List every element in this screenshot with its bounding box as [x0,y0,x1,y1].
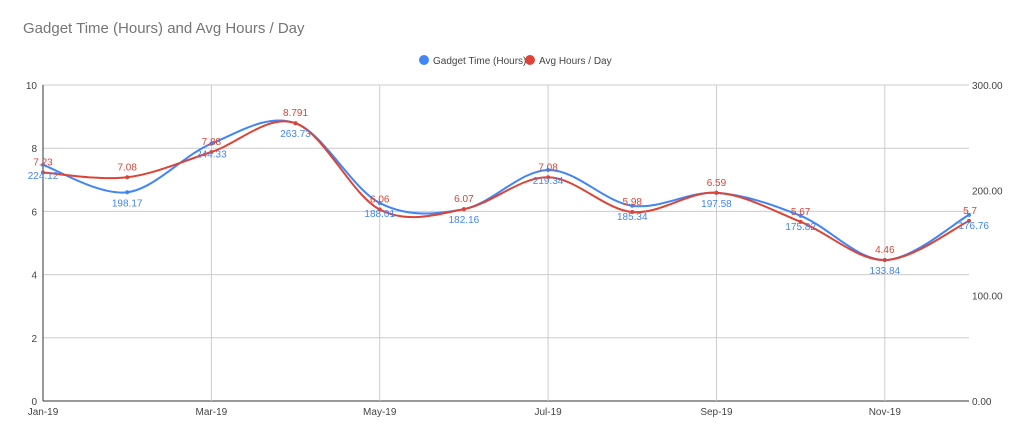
data-point-avg-hours-day [125,175,130,180]
data-point-avg-hours-day [293,121,298,126]
data-label-gadget-time: 197.58 [701,199,732,210]
y-left-tick-label: 2 [31,334,37,345]
data-point-avg-hours-day [967,218,971,223]
data-point-gadget-time [41,162,45,167]
data-label-avg-hours-day: 6.59 [707,178,727,189]
y-left-tick-label: 4 [31,271,37,282]
data-label-gadget-time: 244.33 [196,150,227,161]
legend-swatch-avg-hours-day [525,55,535,65]
x-tick-label: Mar-19 [196,407,228,418]
legend-swatch-gadget-time [419,55,429,65]
data-label-gadget-time: 185.34 [617,212,648,223]
data-label-gadget-time: 198.17 [112,198,143,209]
series-line-avg-hours-day [42,120,970,262]
data-label-avg-hours-day: 6.06 [370,195,390,206]
data-point-avg-hours-day [377,207,382,212]
data-label-avg-hours-day: 4.46 [875,245,895,256]
data-label-avg-hours-day: 7.08 [538,162,558,173]
legend-label-avg-hours-day: Avg Hours / Day [539,56,612,67]
data-label-gadget-time: 263.73 [280,129,311,140]
data-label-gadget-time: 219.34 [533,176,564,187]
data-label-avg-hours-day: 7.88 [202,137,222,148]
y-left-tick-label: 10 [26,81,38,92]
legend-label-gadget-time: Gadget Time (Hours) [433,56,526,67]
data-point-gadget-time [798,213,803,218]
y-left-tick-label: 8 [31,144,37,155]
y-right-tick-label: 100.00 [972,292,1003,303]
data-point-avg-hours-day [461,207,466,212]
data-label-avg-hours-day: 7.23 [33,158,53,169]
data-label-gadget-time: 188.01 [364,209,395,220]
chart-title: Gadget Time (Hours) and Avg Hours / Day [23,20,305,37]
data-point-avg-hours-day [209,149,214,154]
y-left-tick-label: 6 [31,207,37,218]
x-tick-label: Sep-19 [700,407,733,418]
x-tick-label: Nov-19 [869,407,902,418]
y-left-tick-label: 0 [31,397,37,408]
data-point-gadget-time [209,141,214,146]
data-label-gadget-time: 133.84 [870,266,901,277]
data-point-avg-hours-day [630,210,635,215]
data-label-gadget-time: 224.12 [28,171,59,182]
data-label-avg-hours-day: 5.98 [623,197,643,208]
data-point-avg-hours-day [882,258,887,263]
y-right-tick-label: 200.00 [972,186,1003,197]
x-tick-label: Jul-19 [534,407,562,418]
data-point-gadget-time [967,212,971,217]
data-label-gadget-time: 182.16 [449,215,480,226]
y-right-tick-label: 300.00 [972,81,1003,92]
data-point-gadget-time [546,167,551,172]
data-label-gadget-time: 175.82 [785,222,816,233]
series-line-gadget-time [42,119,970,262]
data-point-gadget-time [125,190,130,195]
data-point-avg-hours-day [41,170,45,175]
data-label-avg-hours-day: 7.08 [117,162,137,173]
data-label-avg-hours-day: 6.07 [454,194,474,205]
data-point-avg-hours-day [546,175,551,180]
data-point-gadget-time [630,203,635,208]
data-point-avg-hours-day [714,190,719,195]
data-label-gadget-time: 176.76 [958,221,989,232]
data-label-avg-hours-day: 5.67 [791,207,811,218]
data-point-avg-hours-day [798,219,803,224]
data-point-gadget-time [377,200,382,205]
y-right-tick-label: 0.00 [972,397,992,408]
data-label-avg-hours-day: 8.791 [283,108,308,119]
data-label-avg-hours-day: 5.7 [963,206,977,217]
x-tick-label: May-19 [363,407,397,418]
x-tick-label: Jan-19 [28,407,59,418]
